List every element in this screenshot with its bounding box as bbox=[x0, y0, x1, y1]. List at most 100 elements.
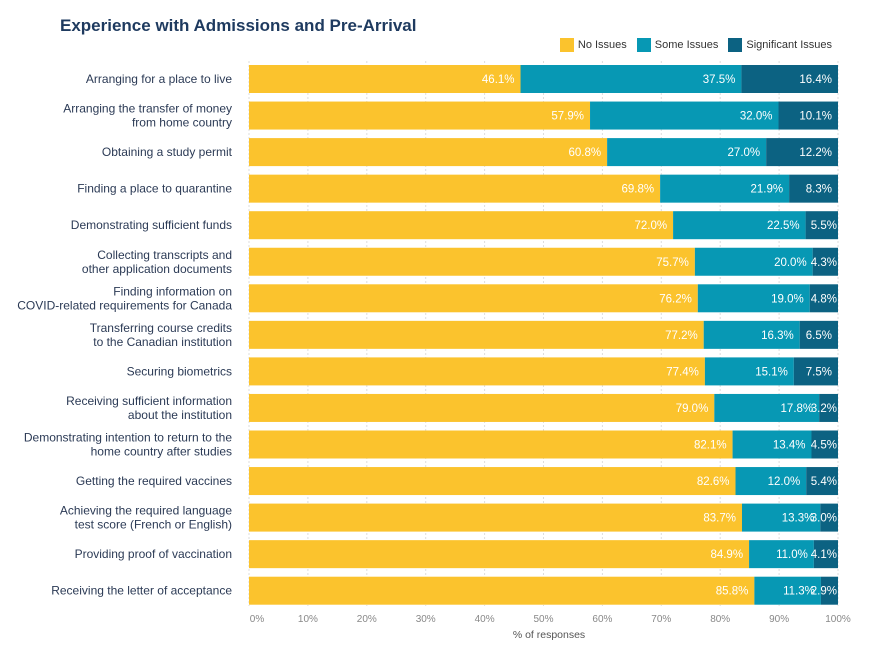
x-tick-label: 70% bbox=[651, 614, 671, 625]
value-label: 79.0% bbox=[676, 403, 709, 415]
value-label: 57.9% bbox=[551, 111, 584, 123]
value-label: 17.8% bbox=[781, 403, 814, 415]
category-label-line: home country after studies bbox=[91, 445, 232, 459]
bar-segment bbox=[714, 393, 820, 422]
bar-segment bbox=[249, 540, 750, 569]
value-label: 2.9% bbox=[811, 586, 837, 598]
bar-segment bbox=[732, 430, 812, 459]
value-label: 11.0% bbox=[776, 549, 808, 561]
bar-segment bbox=[703, 320, 800, 349]
legend-swatch-no-issues bbox=[559, 38, 574, 52]
value-label: 75.7% bbox=[656, 257, 689, 269]
value-label: 13.4% bbox=[773, 440, 806, 452]
value-label: 15.1% bbox=[755, 366, 788, 378]
x-tick-label: 80% bbox=[710, 614, 730, 625]
value-label: 7.5% bbox=[806, 366, 832, 378]
value-label: 22.5% bbox=[767, 220, 800, 232]
bar-segment bbox=[805, 211, 838, 240]
value-label: 20.0% bbox=[774, 257, 807, 269]
bar-segment bbox=[741, 65, 838, 93]
x-tick-label: 100% bbox=[825, 614, 851, 625]
bar-segment bbox=[694, 247, 813, 276]
value-label: 11.3% bbox=[783, 586, 815, 598]
bar-segment bbox=[607, 138, 767, 167]
category-label: Achieving the required language test scor… bbox=[60, 504, 232, 532]
value-label: 8.3% bbox=[806, 184, 832, 196]
x-tick-label: 20% bbox=[357, 614, 377, 625]
value-label: 69.8% bbox=[622, 184, 655, 196]
x-tick-label: 40% bbox=[475, 614, 495, 625]
legend-label-some-issues: Some Issues bbox=[654, 39, 719, 51]
category-label: Securing biometrics bbox=[127, 364, 232, 378]
bar-segment bbox=[820, 503, 838, 532]
value-label: 27.0% bbox=[728, 147, 761, 159]
bar-segment bbox=[249, 138, 608, 167]
value-label: 82.1% bbox=[694, 440, 727, 452]
value-label: 6.5% bbox=[806, 330, 832, 342]
value-label: 19.0% bbox=[771, 293, 804, 305]
bar-segment bbox=[249, 467, 736, 496]
legend: No Issues Some Issues Significant Issues bbox=[559, 38, 832, 52]
value-label: 76.2% bbox=[659, 293, 692, 305]
bar-segment bbox=[741, 503, 821, 532]
bar-segment bbox=[735, 467, 807, 496]
bar-segment bbox=[749, 540, 814, 569]
category-label-line: other application documents bbox=[82, 262, 232, 276]
bar-segment bbox=[249, 503, 742, 532]
bar-segment bbox=[813, 540, 838, 569]
value-label: 12.0% bbox=[768, 476, 801, 488]
bar-segment bbox=[673, 211, 806, 240]
category-label-line: Demonstrating intention to return to the bbox=[24, 431, 232, 445]
category-label-line: from home country bbox=[132, 116, 232, 130]
bar-segment bbox=[249, 430, 733, 459]
category-label-line: Collecting transcripts and bbox=[97, 248, 232, 262]
value-label: 4.5% bbox=[811, 440, 837, 452]
value-label: 82.6% bbox=[697, 476, 730, 488]
category-label: Receiving sufficient information about th… bbox=[66, 394, 232, 422]
legend-item-some-issues: Some Issues bbox=[636, 38, 719, 52]
category-label-line: Receiving sufficient information bbox=[66, 394, 232, 408]
bar-segment bbox=[249, 320, 704, 349]
bar-segment bbox=[249, 284, 698, 313]
value-label: 46.1% bbox=[482, 74, 515, 86]
category-label-line: to the Canadian institution bbox=[93, 335, 232, 349]
category-label-line: Finding information on bbox=[113, 284, 232, 298]
category-label: Obtaining a study permit bbox=[102, 145, 233, 159]
bar-segment bbox=[249, 357, 705, 386]
bar-segment bbox=[520, 65, 742, 93]
legend-swatch-significant-issues bbox=[728, 38, 743, 52]
value-label: 4.1% bbox=[811, 549, 837, 561]
legend-label-no-issues: No Issues bbox=[577, 39, 627, 51]
value-label: 13.3% bbox=[782, 513, 815, 525]
bar-segment bbox=[660, 174, 790, 203]
category-label: Getting the required vaccines bbox=[76, 474, 232, 488]
category-label: Finding a place to quarantine bbox=[77, 182, 232, 196]
bar-segment bbox=[249, 576, 755, 605]
category-label: Arranging for a place to live bbox=[86, 72, 232, 86]
legend-label-significant-issues: Significant Issues bbox=[746, 39, 832, 51]
category-label: Transferring course credits to the Canadi… bbox=[90, 321, 232, 349]
value-label: 16.3% bbox=[761, 330, 794, 342]
value-label: 72.0% bbox=[634, 220, 667, 232]
bar-segment bbox=[590, 101, 779, 130]
category-label-line: test score (French or English) bbox=[75, 518, 232, 532]
value-label: 3.0% bbox=[811, 513, 837, 525]
bar-segment bbox=[754, 576, 821, 605]
bar-segment bbox=[789, 174, 838, 203]
bar-segment bbox=[819, 393, 838, 422]
bar-segment bbox=[806, 467, 838, 496]
value-label: 16.4% bbox=[799, 74, 832, 86]
value-label: 4.3% bbox=[811, 257, 837, 269]
bar-segment bbox=[249, 174, 661, 203]
bar-segment bbox=[793, 357, 838, 386]
legend-swatch-some-issues bbox=[636, 38, 651, 52]
bar-segment bbox=[799, 320, 838, 349]
x-tick-label: 50% bbox=[533, 614, 553, 625]
value-label: 83.7% bbox=[703, 513, 736, 525]
category-label: Finding information on COVID-related requ… bbox=[17, 284, 232, 312]
bar-segment bbox=[820, 576, 838, 605]
value-label: 77.2% bbox=[665, 330, 698, 342]
value-label: 37.5% bbox=[703, 74, 736, 86]
value-label: 21.9% bbox=[751, 184, 784, 196]
